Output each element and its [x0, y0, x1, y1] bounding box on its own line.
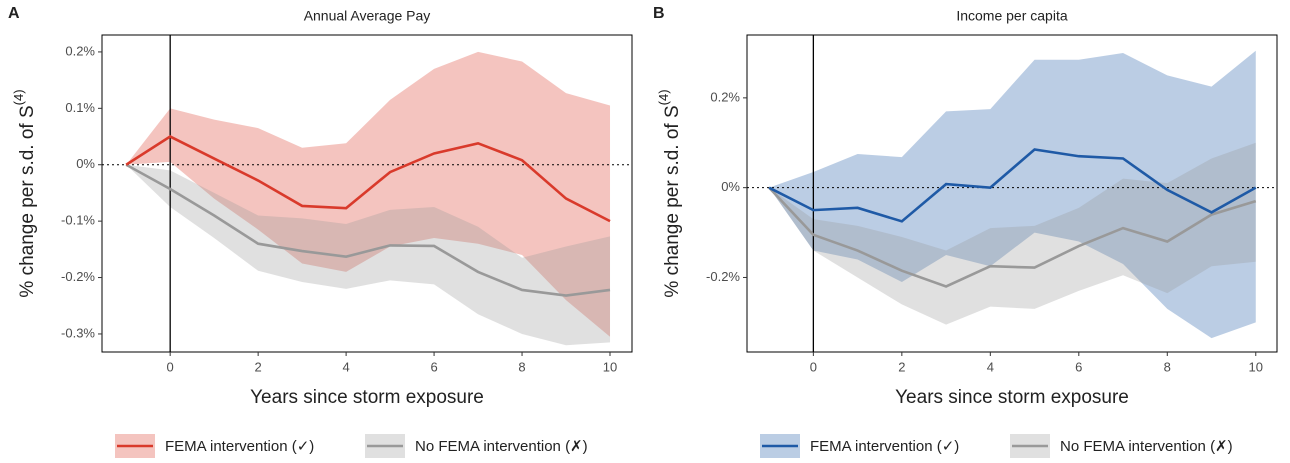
y-axis-label-main: % change per s.d. of S	[662, 105, 683, 297]
series-line	[125, 135, 611, 223]
y-tick-label: 0.2%	[710, 89, 740, 104]
confidence-band	[126, 51, 611, 337]
y-tick-label: -0.1%	[61, 213, 95, 228]
x-tick-label: 4	[342, 359, 349, 374]
series-line	[768, 186, 1257, 288]
plot-frame	[746, 34, 1278, 353]
y-axis-label-sup: (4)	[11, 89, 26, 105]
y-axis-label: % change per s.d. of S(4)	[656, 89, 683, 297]
legend-label: No FEMA intervention (✗)	[415, 438, 588, 455]
y-tick-label: -0.2%	[706, 269, 740, 284]
y-tick-label: -0.2%	[61, 269, 95, 284]
x-axis-label: Years since storm exposure	[250, 387, 484, 408]
y-axis-label-sup: (4)	[656, 89, 671, 105]
legend-label: FEMA intervention (✓)	[810, 438, 959, 455]
x-tick-label: 0	[167, 359, 174, 374]
y-tick-label: 0.2%	[65, 43, 95, 58]
panel-label: B	[653, 5, 665, 22]
x-tick-label: 2	[898, 359, 905, 374]
x-tick-label: 8	[518, 359, 525, 374]
plot-frame	[101, 34, 633, 353]
y-tick-label: 0%	[721, 179, 740, 194]
x-tick-label: 4	[987, 359, 994, 374]
x-tick-label: 0	[810, 359, 817, 374]
confidence-band	[126, 164, 611, 346]
x-tick-label: 2	[255, 359, 262, 374]
y-axis-label-main: % change per s.d. of S	[17, 105, 38, 297]
x-tick-label: 6	[1075, 359, 1082, 374]
x-tick-label: 10	[603, 359, 617, 374]
y-axis-label: % change per s.d. of S(4)	[11, 89, 38, 297]
legend-label: No FEMA intervention (✗)	[1060, 438, 1233, 455]
y-tick-label: -0.3%	[61, 325, 95, 340]
x-tick-label: 6	[430, 359, 437, 374]
y-tick-label: 0%	[76, 156, 95, 171]
chart-title: Annual Average Pay	[304, 8, 431, 24]
chart-title: Income per capita	[956, 8, 1067, 24]
x-tick-label: 8	[1164, 359, 1171, 374]
x-tick-label: 10	[1249, 359, 1263, 374]
x-axis-label: Years since storm exposure	[895, 387, 1129, 408]
series-line	[768, 148, 1257, 223]
legend-label: FEMA intervention (✓)	[165, 438, 314, 455]
panel-label: A	[8, 5, 20, 22]
y-tick-label: 0.1%	[65, 100, 95, 115]
series-line	[125, 163, 611, 297]
confidence-band	[769, 142, 1256, 325]
